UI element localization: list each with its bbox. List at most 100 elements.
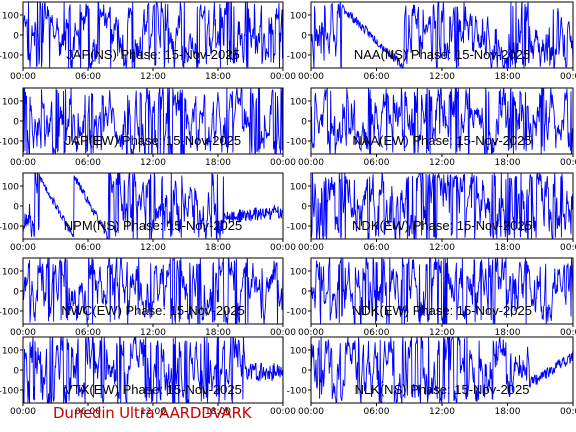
x-tick-label: 18:00 xyxy=(495,243,521,253)
x-tick-label: 00:00 xyxy=(270,72,296,82)
x-tick-label: 00:00 xyxy=(10,407,36,417)
x-tick-label: 12:00 xyxy=(140,158,166,168)
chart-panel: NAA(EW) Phase: 15-Nov-2025 100 0 -100 00:00 0… xyxy=(287,87,576,168)
y-tick-label: 100 xyxy=(2,98,19,108)
x-tick-label: 06:00 xyxy=(75,407,101,417)
chart-panel: JAP(NS) Phase: 15-Nov-2025 100 0 -100 00:00 0… xyxy=(0,1,296,82)
x-tick-label: 06:00 xyxy=(364,158,390,168)
x-tick-label: 00:00 xyxy=(10,158,36,168)
x-tick-label: 06:00 xyxy=(75,243,101,253)
x-tick-label: 12:00 xyxy=(429,158,455,168)
panel-title: NLK(NS) Phase: 15-Nov-2025 xyxy=(355,382,530,397)
x-tick-label: 00:00 xyxy=(298,158,324,168)
chart-panel: NAA(NS) Phase: 15-Nov-2025 100 0 -100 00:00 0… xyxy=(287,1,576,82)
x-tick-label: 18:00 xyxy=(205,328,231,338)
x-tick-label: 00:00 xyxy=(560,407,576,417)
series-line xyxy=(311,173,573,239)
panel-title: NAA(EW) Phase: 15-Nov-2025 xyxy=(352,133,531,148)
x-tick-label: 00:00 xyxy=(298,407,324,417)
x-tick-label: 12:00 xyxy=(429,328,455,338)
series-line xyxy=(23,88,283,154)
x-tick-label: 00:00 xyxy=(10,328,36,338)
chart-panel: NLK(NS) Phase: 15-Nov-2025 100 0 -100 00:00 0… xyxy=(287,336,576,417)
y-tick-label: 100 xyxy=(2,347,19,357)
y-tick-label: -100 xyxy=(287,52,308,62)
x-tick-label: 06:00 xyxy=(75,158,101,168)
panel-title: NPM(NS) Phase: 15-Nov-2025 xyxy=(64,218,242,233)
x-tick-label: 00:00 xyxy=(10,243,36,253)
y-tick-label: 0 xyxy=(301,288,307,298)
y-tick-label: -100 xyxy=(0,52,19,62)
y-tick-label: 100 xyxy=(290,268,307,278)
y-tick-label: 0 xyxy=(301,367,307,377)
x-tick-label: 18:00 xyxy=(495,407,521,417)
panel-title: JAP(NS) Phase: 15-Nov-2025 xyxy=(66,47,239,62)
panel-title: NWC(EW) Phase: 15-Nov-2025 xyxy=(61,303,245,318)
x-tick-label: 00:00 xyxy=(560,328,576,338)
chart-panel: NPM(NS) Phase: 15-Nov-2025 100 0 -100 00:00 0… xyxy=(0,172,296,253)
x-tick-label: 12:00 xyxy=(140,72,166,82)
x-tick-label: 00:00 xyxy=(270,158,296,168)
chart-panel: NDK(EW) Phase: 15-Nov-2025 100 0 -100 00:00 0… xyxy=(287,172,576,253)
x-tick-label: 18:00 xyxy=(205,243,231,253)
x-tick-label: 06:00 xyxy=(75,72,101,82)
series-line xyxy=(311,2,573,68)
x-tick-label: 18:00 xyxy=(495,328,521,338)
y-tick-label: 100 xyxy=(2,183,19,193)
x-tick-label: 06:00 xyxy=(364,72,390,82)
y-tick-label: 100 xyxy=(2,12,19,22)
y-tick-label: -100 xyxy=(0,308,19,318)
panel-title: JAP(EW) Phase: 15-Nov-2025 xyxy=(65,133,241,148)
footer-label: Dunedin Ultra AARDDVARK xyxy=(53,404,252,422)
x-tick-label: 12:00 xyxy=(140,407,166,417)
y-tick-label: 0 xyxy=(301,118,307,128)
y-tick-label: 100 xyxy=(2,268,19,278)
x-tick-label: 12:00 xyxy=(429,243,455,253)
x-tick-label: 12:00 xyxy=(429,407,455,417)
y-tick-label: 0 xyxy=(301,32,307,42)
y-tick-label: 0 xyxy=(13,288,19,298)
y-tick-label: 0 xyxy=(301,203,307,213)
chart-panel: NWC(EW) Phase: 15-Nov-2025 100 0 -100 00:00 0… xyxy=(0,257,296,338)
x-tick-label: 06:00 xyxy=(364,243,390,253)
y-tick-label: -100 xyxy=(287,138,308,148)
y-tick-label: -100 xyxy=(0,138,19,148)
panel-title: NAA(NS) Phase: 15-Nov-2025 xyxy=(354,47,530,62)
y-tick-label: -100 xyxy=(287,308,308,318)
series-line xyxy=(23,173,283,239)
y-tick-label: -100 xyxy=(287,387,308,397)
series-line xyxy=(311,258,573,324)
y-tick-label: -100 xyxy=(0,223,19,233)
y-tick-label: -100 xyxy=(287,223,308,233)
x-tick-label: 12:00 xyxy=(429,72,455,82)
x-tick-label: 00:00 xyxy=(270,407,296,417)
panel-title: NDK(EW) Phase: 15-Nov-2025 xyxy=(352,218,532,233)
x-tick-label: 18:00 xyxy=(205,158,231,168)
chart-panel: NDK(EW) Phase: 15-Nov-2025 100 0 -100 00:00 0… xyxy=(287,257,576,338)
panel-title: NDK(EW) Phase: 15-Nov-2025 xyxy=(352,303,532,318)
x-tick-label: 00:00 xyxy=(560,72,576,82)
series-line xyxy=(23,337,283,403)
x-tick-label: 18:00 xyxy=(495,158,521,168)
x-tick-label: 00:00 xyxy=(298,72,324,82)
x-tick-label: 18:00 xyxy=(205,407,231,417)
x-tick-label: 00:00 xyxy=(560,158,576,168)
series-line xyxy=(23,258,283,324)
chart-panel: VTX(EW) Phase: 15-Nov-2025 100 0 -100 00:00 0… xyxy=(0,336,296,417)
x-tick-label: 12:00 xyxy=(140,243,166,253)
x-tick-label: 00:00 xyxy=(298,328,324,338)
series-line xyxy=(311,88,573,154)
x-tick-label: 00:00 xyxy=(10,72,36,82)
panel-title: VTX(EW) Phase: 15-Nov-2025 xyxy=(64,382,242,397)
x-tick-label: 12:00 xyxy=(140,328,166,338)
y-tick-label: 100 xyxy=(290,98,307,108)
y-tick-label: 100 xyxy=(290,12,307,22)
series-line xyxy=(23,2,283,68)
y-tick-label: 0 xyxy=(13,203,19,213)
x-tick-label: 00:00 xyxy=(270,328,296,338)
chart-panel: JAP(EW) Phase: 15-Nov-2025 100 0 -100 00:00 0… xyxy=(0,87,296,168)
x-tick-label: 00:00 xyxy=(298,243,324,253)
x-tick-label: 00:00 xyxy=(270,243,296,253)
y-tick-label: 0 xyxy=(13,367,19,377)
